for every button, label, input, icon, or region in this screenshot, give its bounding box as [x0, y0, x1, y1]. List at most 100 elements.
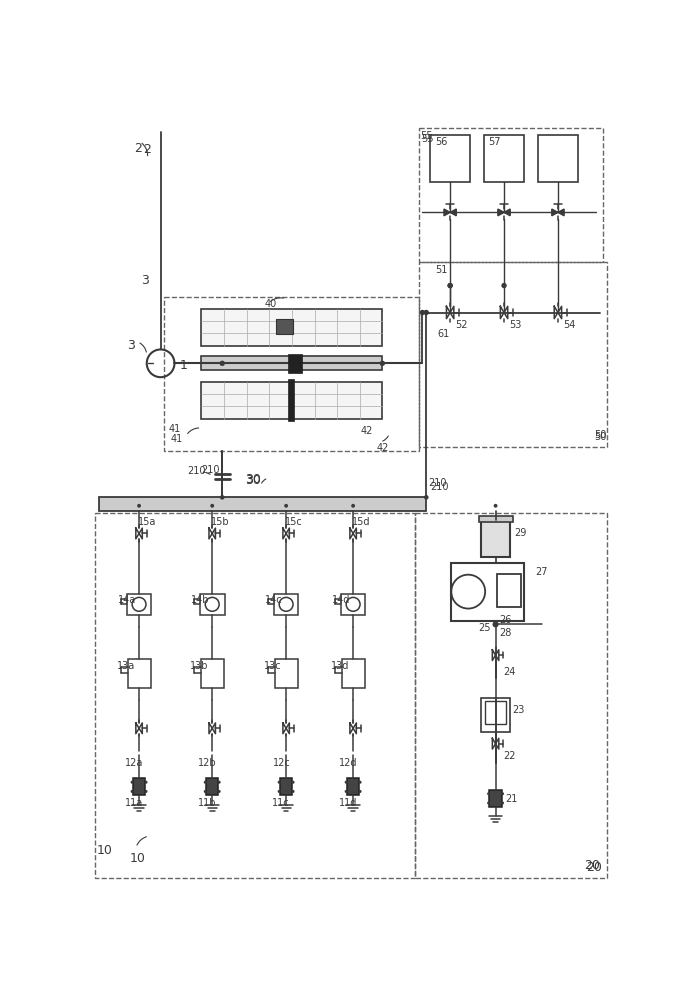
Bar [418, 262, 607, 447]
Text: 42: 42 [361, 426, 373, 436]
Circle shape [130, 790, 134, 793]
Polygon shape [444, 209, 450, 216]
Circle shape [359, 781, 362, 784]
Text: 20: 20 [584, 859, 600, 872]
Bar [202, 309, 382, 346]
Text: 40: 40 [265, 299, 277, 309]
Text: 20: 20 [586, 861, 602, 874]
Bar [481, 698, 510, 732]
Text: 30: 30 [246, 473, 261, 486]
Bar [274, 594, 298, 615]
Bar [484, 135, 524, 182]
Bar [200, 594, 224, 615]
Circle shape [493, 621, 499, 627]
Text: 3: 3 [128, 339, 135, 352]
Bar [497, 574, 521, 607]
Circle shape [220, 495, 224, 500]
Bar [341, 594, 366, 615]
Circle shape [204, 781, 206, 784]
Circle shape [501, 283, 507, 288]
Circle shape [145, 790, 147, 793]
Circle shape [145, 781, 147, 784]
Text: 41: 41 [171, 434, 183, 444]
Text: 11a: 11a [125, 798, 143, 808]
Circle shape [344, 790, 348, 793]
Text: 42: 42 [376, 443, 388, 453]
Bar [202, 356, 382, 370]
Circle shape [278, 790, 281, 793]
Text: 41: 41 [168, 424, 180, 434]
Circle shape [501, 792, 504, 795]
Bar [430, 135, 470, 182]
Text: 11b: 11b [198, 798, 217, 808]
Text: 24: 24 [504, 667, 516, 677]
Circle shape [423, 310, 429, 315]
Bar [342, 659, 365, 688]
Bar [133, 778, 145, 795]
Bar [127, 594, 152, 615]
Bar [481, 520, 510, 557]
Circle shape [292, 781, 294, 784]
Text: 11d: 11d [340, 798, 357, 808]
Text: 2: 2 [143, 143, 151, 156]
Text: 54: 54 [563, 320, 576, 330]
Text: 25: 25 [479, 623, 491, 633]
Bar [280, 778, 292, 795]
Text: 210: 210 [187, 466, 206, 477]
Polygon shape [498, 209, 504, 216]
Text: 210: 210 [428, 478, 447, 488]
Text: 11c: 11c [272, 798, 290, 808]
Circle shape [351, 504, 355, 508]
Circle shape [487, 792, 490, 795]
Text: 55: 55 [420, 131, 433, 141]
Text: 13a: 13a [117, 661, 135, 671]
Text: 2: 2 [134, 142, 141, 155]
Circle shape [447, 283, 453, 288]
Circle shape [220, 361, 225, 366]
Text: 50: 50 [594, 430, 606, 440]
Text: 14d: 14d [331, 595, 350, 605]
Circle shape [424, 495, 429, 500]
Text: 57: 57 [488, 137, 501, 147]
Text: 15b: 15b [211, 517, 229, 527]
Text: 30: 30 [246, 474, 261, 487]
Text: 14c: 14c [265, 595, 282, 605]
Bar [489, 790, 501, 807]
Circle shape [487, 801, 490, 805]
Text: 12d: 12d [340, 758, 357, 768]
Circle shape [447, 283, 453, 288]
Text: 22: 22 [504, 751, 516, 761]
Polygon shape [552, 209, 558, 216]
Circle shape [344, 781, 348, 784]
Text: 52: 52 [456, 320, 468, 330]
Text: 13b: 13b [190, 661, 209, 671]
Circle shape [494, 504, 497, 508]
Bar [347, 778, 359, 795]
Text: 21: 21 [505, 794, 517, 804]
Bar [206, 778, 218, 795]
Polygon shape [558, 209, 564, 216]
Circle shape [284, 504, 288, 508]
Bar [287, 354, 302, 373]
Text: 14a: 14a [117, 595, 136, 605]
Bar [287, 379, 294, 421]
Text: 15c: 15c [285, 517, 303, 527]
Text: 10: 10 [97, 844, 113, 857]
Text: 28: 28 [499, 628, 512, 638]
Text: 53: 53 [510, 320, 522, 330]
Bar [200, 659, 224, 688]
Bar [99, 497, 426, 511]
Text: 13c: 13c [264, 661, 281, 671]
Text: 15a: 15a [137, 517, 156, 527]
Bar [451, 563, 524, 620]
Text: 29: 29 [514, 528, 526, 538]
Circle shape [292, 790, 294, 793]
Bar [485, 701, 506, 724]
Bar [479, 516, 512, 522]
Text: 56: 56 [435, 137, 447, 147]
Text: 51: 51 [435, 265, 447, 275]
Circle shape [278, 781, 281, 784]
Bar [95, 513, 415, 878]
Circle shape [217, 781, 221, 784]
Text: 12b: 12b [198, 758, 217, 768]
